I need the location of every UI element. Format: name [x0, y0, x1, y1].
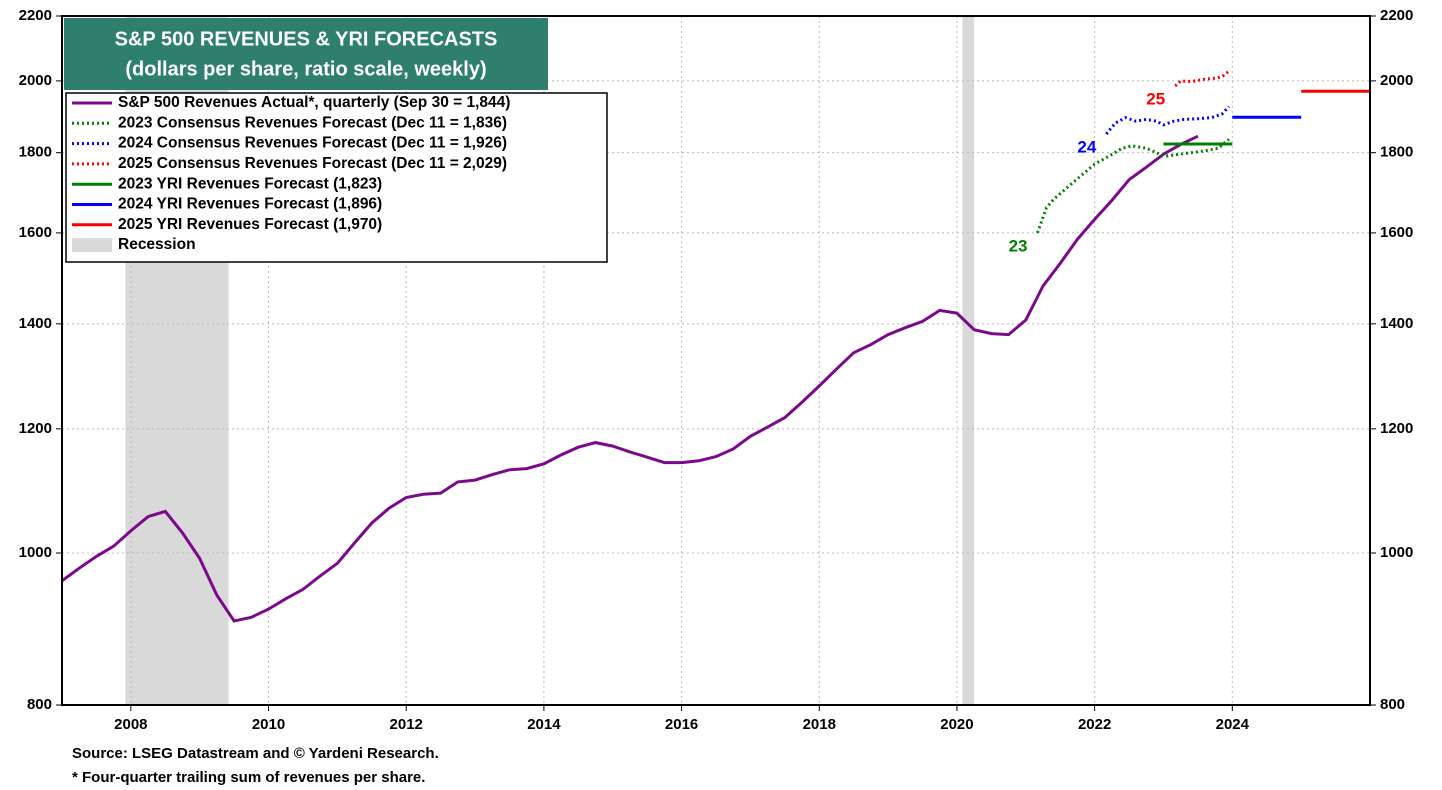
y2-tick-label: 800 — [1380, 696, 1405, 713]
y2-tick-label: 1400 — [1380, 315, 1413, 332]
x-tick-label: 2014 — [527, 716, 561, 733]
y-tick-label: 1200 — [19, 420, 52, 437]
series-label: 24 — [1077, 137, 1096, 156]
series-label: 23 — [1009, 236, 1028, 255]
legend-label: 2024 Consensus Revenues Forecast (Dec 11… — [118, 135, 507, 152]
x-tick-label: 2012 — [390, 716, 423, 733]
y2-tick-label: 2200 — [1380, 7, 1413, 24]
legend-label: 2023 Consensus Revenues Forecast (Dec 11… — [118, 114, 507, 131]
legend-label: 2025 YRI Revenues Forecast (1,970) — [118, 216, 382, 233]
legend-label: S&P 500 Revenues Actual*, quarterly (Sep… — [118, 94, 510, 111]
y-tick-label: 2200 — [19, 7, 52, 24]
legend-swatch — [72, 238, 112, 253]
legend-label: 2025 Consensus Revenues Forecast (Dec 11… — [118, 155, 507, 172]
y-tick-label: 1800 — [19, 144, 52, 161]
series-line — [1105, 105, 1231, 135]
y2-tick-label: 1800 — [1380, 144, 1413, 161]
series-label: 25 — [1146, 90, 1165, 109]
x-tick-label: 2018 — [803, 716, 836, 733]
legend-box — [65, 92, 608, 263]
y2-tick-label: 2000 — [1380, 72, 1413, 89]
y2-tick-label: 1600 — [1380, 224, 1413, 241]
footnote: * Four-quarter trailing sum of revenues … — [72, 769, 425, 786]
y-tick-label: 800 — [27, 696, 52, 713]
x-tick-label: 2010 — [252, 716, 285, 733]
x-tick-label: 2016 — [665, 716, 698, 733]
legend-label: Recession — [118, 236, 196, 253]
chart-subtitle: (dollars per share, ratio scale, weekly) — [125, 58, 486, 80]
plot-frame — [61, 15, 1371, 706]
recession-band — [962, 16, 975, 705]
y2-tick-label: 1200 — [1380, 420, 1413, 437]
title-box — [64, 18, 548, 90]
y2-tick-label: 1000 — [1380, 544, 1413, 561]
y-tick-label: 2000 — [19, 72, 52, 89]
source-note: Source: LSEG Datastream and © Yardeni Re… — [72, 745, 439, 762]
x-tick-label: 2008 — [114, 716, 147, 733]
y-tick-label: 1600 — [19, 224, 52, 241]
legend-label: 2023 YRI Revenues Forecast (1,823) — [118, 175, 382, 192]
y-tick-label: 1400 — [19, 315, 52, 332]
x-tick-label: 2020 — [940, 716, 973, 733]
chart-title: S&P 500 REVENUES & YRI FORECASTS — [115, 28, 498, 50]
series-line — [61, 134, 1199, 623]
legend-label: 2024 YRI Revenues Forecast (1,896) — [118, 196, 382, 213]
x-tick-label: 2024 — [1216, 716, 1250, 733]
series-line — [1174, 69, 1230, 88]
x-tick-label: 2022 — [1078, 716, 1111, 733]
y-tick-label: 1000 — [19, 544, 52, 561]
